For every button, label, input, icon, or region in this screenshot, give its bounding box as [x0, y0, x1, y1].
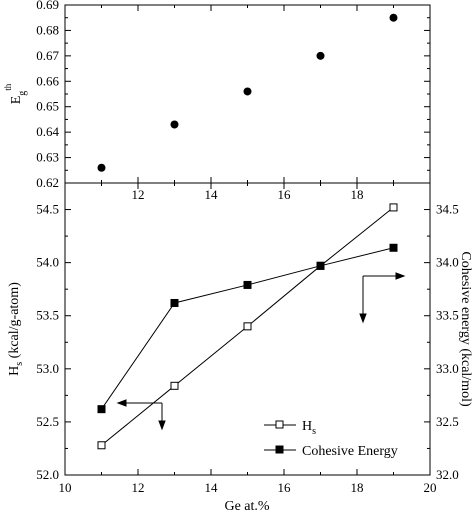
- legend-marker-hs: [275, 420, 284, 429]
- top-y-tick-label: 0.63: [36, 150, 59, 165]
- bottom-left-y-label-rest: (kcal/g-atom): [7, 282, 22, 362]
- bottom-left-y-tick-label: 54.5: [36, 202, 59, 217]
- top-y-axis-label: Egth: [3, 83, 28, 104]
- top-y-tick-label: 0.67: [36, 48, 59, 63]
- top-scatter-point: [243, 87, 252, 96]
- top-scatter-point: [389, 13, 398, 22]
- bottom-left-y-tick-label: 53.0: [36, 361, 59, 376]
- legend-label-hs-sub: s: [312, 426, 316, 437]
- bottom-left-y-tick-label: 52.5: [36, 414, 59, 429]
- bottom-left-y-tick-label: 52.0: [36, 467, 59, 482]
- top-y-label-sup: th: [3, 83, 13, 91]
- top-x-tick-label: 16: [278, 187, 292, 202]
- bottom-x-tick-label: 14: [205, 480, 219, 495]
- top-scatter-point: [170, 120, 179, 129]
- x-axis-label: Ge at.%: [224, 499, 269, 514]
- top-y-tick-label: 0.68: [36, 22, 59, 37]
- bottom-left-y-tick-label: 54.0: [36, 255, 59, 270]
- top-x-tick-label: 12: [132, 187, 145, 202]
- bottom-ticks: 10 12 14 16 18 20 52.0 52.5 53.0 53.5 54.0 54.5 32.0…: [36, 182, 459, 495]
- hs-point: [170, 381, 179, 390]
- top-scatter-point: [97, 163, 106, 172]
- left-arrow-down-head: [158, 420, 166, 431]
- legend: Hs Cohesive Energy: [264, 419, 398, 459]
- hs-point: [243, 322, 252, 331]
- legend-label-hs: Hs: [302, 419, 316, 437]
- right-arrow-down-head: [359, 313, 367, 324]
- bottom-x-tick-label: 12: [132, 480, 145, 495]
- cohesive-energy-point: [389, 243, 398, 252]
- bottom-right-y-tick-label: 32.0: [436, 467, 459, 482]
- hs-point: [97, 441, 106, 450]
- legend-label-hs-main: H: [302, 419, 312, 434]
- bottom-x-tick-label: 18: [351, 480, 364, 495]
- bottom-series: [97, 203, 398, 450]
- cohesive-energy-point: [316, 261, 325, 270]
- axis-arrows: [116, 272, 406, 431]
- bottom-right-y-tick-label: 32.5: [436, 414, 459, 429]
- top-y-tick-label: 0.64: [36, 124, 59, 139]
- right-arrow-head: [395, 272, 406, 280]
- top-y-label-sub: g: [17, 91, 28, 96]
- top-x-tick-label: 18: [351, 187, 364, 202]
- top-y-tick-label: 0.69: [36, 0, 59, 12]
- cohesive-energy-point: [243, 280, 252, 289]
- bottom-right-y-tick-label: 33.0: [436, 361, 459, 376]
- bottom-x-tick-label: 10: [59, 480, 72, 495]
- top-x-tick-label: 14: [205, 187, 219, 202]
- bottom-right-y-tick-label: 33.5: [436, 308, 459, 323]
- legend-label-cohesive: Cohesive Energy: [302, 444, 398, 459]
- legend-marker-cohesive: [275, 445, 284, 454]
- bottom-right-y-tick-label: 34.0: [436, 255, 459, 270]
- bottom-right-y-axis-label: Cohesive energy (kcal/mol): [458, 251, 473, 407]
- bottom-left-y-label-sub: s: [14, 362, 25, 366]
- bottom-right-y-tick-label: 34.5: [436, 202, 459, 217]
- top-scatter-point: [316, 51, 325, 60]
- bottom-left-y-axis-label: Hs (kcal/g-atom): [7, 282, 25, 376]
- cohesive-energy-point: [97, 405, 106, 414]
- bottom-left-y-tick-label: 53.5: [36, 308, 59, 323]
- cohesive-energy-point: [170, 298, 179, 307]
- top-y-tick-label: 0.65: [36, 99, 59, 114]
- bottom-left-y-label-main: H: [7, 366, 22, 376]
- left-arrow-head: [116, 399, 127, 407]
- bottom-x-tick-label: 16: [278, 480, 292, 495]
- top-y-tick-label: 0.66: [36, 73, 59, 88]
- top-panel: 12 14 16 18 0.62 0.63 0.64 0.65 0.66 0.67 0.68 0.69…: [3, 0, 431, 202]
- hs-point: [389, 203, 398, 212]
- top-y-tick-label: 0.62: [36, 175, 59, 190]
- bottom-panel: 10 12 14 16 18 20 52.0 52.5 53.0 53.5 54.0 54.5 32.0…: [7, 182, 473, 514]
- top-y-label-main: E: [9, 96, 24, 105]
- top-scatter-points: [97, 13, 398, 172]
- top-ticks: 12 14 16 18 0.62 0.63 0.64 0.65 0.66 0.67 0.68 0.69: [36, 0, 431, 202]
- bottom-x-tick-label: 20: [424, 480, 437, 495]
